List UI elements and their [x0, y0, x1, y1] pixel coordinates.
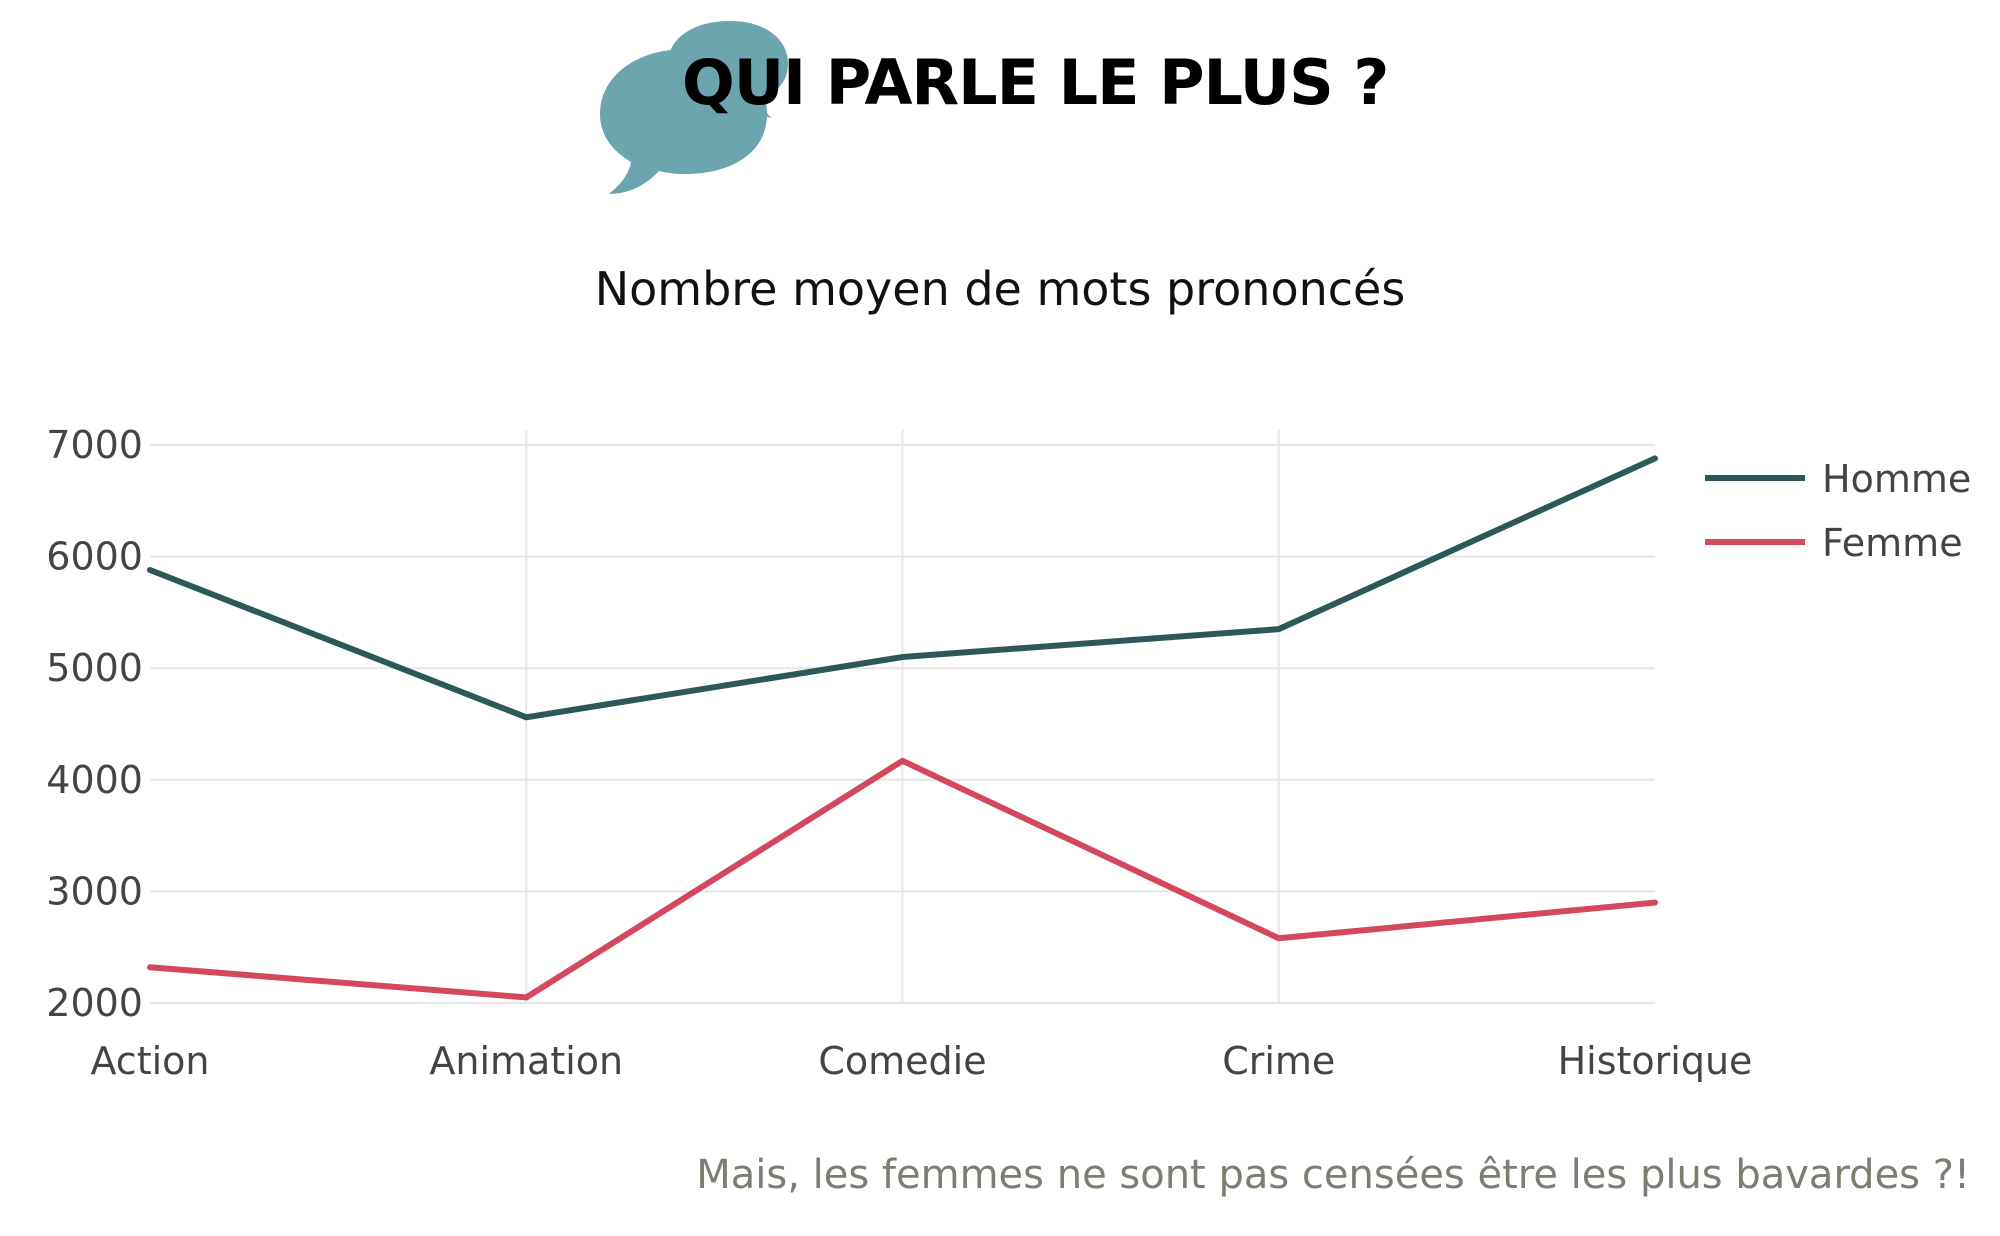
- legend-label-femme: Femme: [1822, 521, 1963, 565]
- y-tick-label: 6000: [46, 535, 143, 579]
- series-line-femme: [147, 757, 1658, 1001]
- x-tick-label: Historique: [1558, 1039, 1753, 1083]
- x-tick-label: Action: [90, 1039, 209, 1083]
- x-tick-label: Crime: [1222, 1039, 1335, 1083]
- y-tick-label: 4000: [46, 758, 143, 802]
- chart-title: Nombre moyen de mots prononcés: [594, 262, 1406, 316]
- y-tick-label: 3000: [46, 869, 143, 913]
- legend-label-homme: Homme: [1822, 457, 1971, 501]
- y-tick-label: 5000: [46, 646, 143, 690]
- footer-note: Mais, les femmes ne sont pas censées êtr…: [696, 1152, 1970, 1198]
- page-title: QUI PARLE LE PLUS ?: [682, 46, 1389, 119]
- speech-bubbles-icon: [600, 14, 795, 194]
- x-tick-label: Animation: [429, 1039, 623, 1083]
- series-line-homme: [147, 455, 1658, 721]
- x-tick-label: Comedie: [818, 1039, 986, 1083]
- y-tick-label: 7000: [46, 423, 143, 467]
- y-tick-label: 2000: [46, 981, 143, 1025]
